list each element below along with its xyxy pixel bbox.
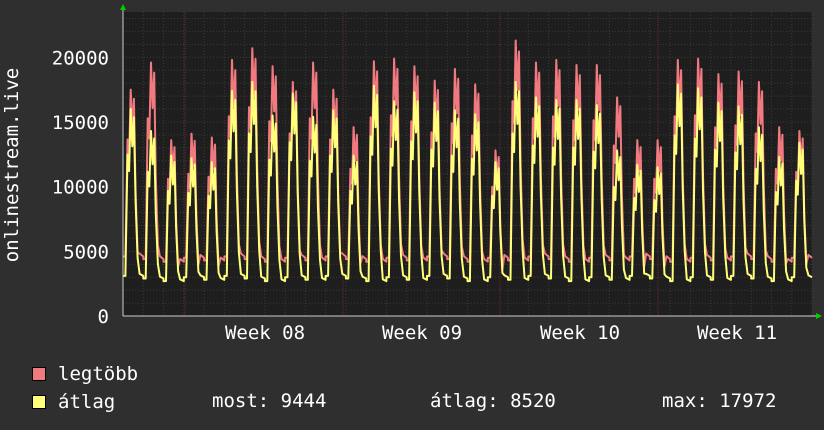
legend-label-legtobb: legtöbb [58, 363, 139, 385]
tick-labels: 0 5000 10000 15000 20000 Week 08 Week 09 Week 1… [52, 47, 777, 344]
y-tick-label: 0 [98, 306, 109, 328]
stat-max: max: 17972 [662, 390, 777, 412]
y-axis-arrow [120, 4, 126, 10]
y-tick-label: 10000 [52, 177, 109, 199]
y-tick-label: 20000 [52, 47, 109, 69]
legend-swatch-legtobb [32, 367, 46, 381]
legend-item-legtobb: legtöbb [32, 363, 138, 385]
stat-current: most: 9444 [212, 390, 327, 412]
stat-average: átlag: 8520 [430, 390, 556, 412]
y-tick-label: 5000 [63, 241, 109, 263]
series-line-atlag [123, 80, 813, 283]
legend-item-atlag: átlag [32, 391, 115, 413]
legend-label-atlag: átlag [58, 391, 116, 413]
x-axis-arrow [816, 313, 822, 319]
x-tick-label: Week 09 [382, 322, 462, 344]
x-tick-label: Week 10 [540, 322, 620, 344]
series-layer [123, 39, 813, 283]
y-tick-label: 15000 [52, 112, 109, 134]
y-axis-title: onlinestream.live [1, 68, 23, 262]
axes [120, 4, 822, 319]
x-tick-label: Week 11 [697, 322, 777, 344]
legend-swatch-atlag [32, 395, 46, 409]
x-tick-label: Week 08 [225, 322, 305, 344]
